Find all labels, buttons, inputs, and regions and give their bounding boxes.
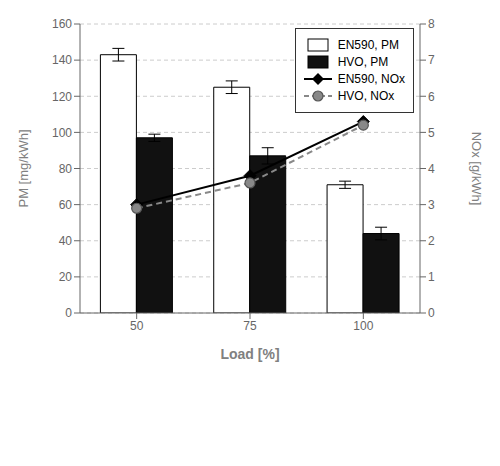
svg-text:6: 6 — [428, 90, 435, 104]
svg-text:140: 140 — [52, 53, 72, 67]
html-text:HVO, PM: HVO, PM — [337, 55, 389, 69]
svg-text:100: 100 — [353, 319, 373, 333]
svg-text:NOx [g/kWh]: NOx [g/kWh] — [469, 132, 484, 206]
svg-text:4: 4 — [428, 162, 435, 176]
svg-text:50: 50 — [130, 319, 144, 333]
html-text:HVO, NOx: HVO, NOx — [337, 89, 395, 103]
svg-text:0: 0 — [65, 306, 72, 320]
svg-text:80: 80 — [59, 162, 73, 176]
svg-text:120: 120 — [52, 90, 72, 104]
svg-text:60: 60 — [59, 198, 73, 212]
svg-text:PM [mg/kWh]: PM [mg/kWh] — [16, 129, 31, 207]
svg-text:5: 5 — [428, 126, 435, 140]
svg-text:2: 2 — [428, 234, 435, 248]
svg-text:160: 160 — [52, 17, 72, 31]
svg-text:3: 3 — [428, 198, 435, 212]
html-text:EN590, PM: EN590, PM — [337, 38, 399, 52]
svg-text:20: 20 — [59, 270, 73, 284]
svg-text:7: 7 — [428, 53, 435, 67]
html-text:EN590, NOx: EN590, NOx — [337, 72, 405, 86]
svg-text:1: 1 — [428, 270, 435, 284]
svg-text:100: 100 — [52, 126, 72, 140]
svg-text:40: 40 — [59, 234, 73, 248]
svg-text:0: 0 — [428, 306, 435, 320]
svg-text:8: 8 — [428, 17, 435, 31]
svg-text:Load [%]: Load [%] — [220, 346, 279, 362]
svg-text:75: 75 — [243, 319, 257, 333]
